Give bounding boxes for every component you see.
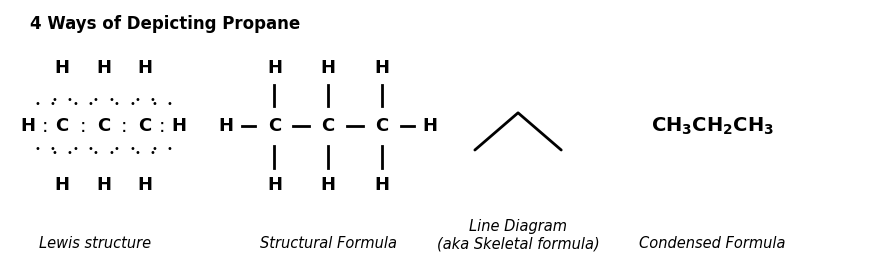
Text: Structural Formula: Structural Formula: [260, 236, 397, 251]
Text: C: C: [139, 117, 152, 135]
Text: H: H: [96, 59, 111, 77]
Text: :: :: [42, 117, 48, 136]
Text: H: H: [321, 176, 336, 194]
Text: •: •: [113, 99, 119, 109]
Text: •: •: [51, 95, 58, 105]
Text: •: •: [87, 144, 93, 154]
Text: •: •: [150, 148, 156, 158]
Text: •: •: [151, 99, 157, 109]
Text: C: C: [322, 117, 335, 135]
Text: •: •: [134, 148, 140, 158]
Text: H: H: [374, 176, 389, 194]
Text: $\mathbf{CH_3CH_2CH_3}$: $\mathbf{CH_3CH_2CH_3}$: [651, 116, 774, 137]
Text: :: :: [79, 117, 86, 136]
Text: C: C: [56, 117, 69, 135]
Text: :: :: [121, 117, 127, 136]
Text: H: H: [267, 59, 282, 77]
Text: H: H: [55, 176, 70, 194]
Text: •: •: [87, 99, 93, 109]
Text: H: H: [55, 59, 70, 77]
Text: •: •: [151, 144, 157, 154]
Text: •: •: [51, 148, 58, 158]
Text: H: H: [21, 117, 36, 135]
Text: •: •: [167, 144, 173, 154]
Text: •: •: [134, 95, 140, 105]
Text: •: •: [67, 95, 72, 105]
Text: H: H: [374, 59, 389, 77]
Text: •: •: [150, 95, 156, 105]
Text: H: H: [219, 117, 234, 135]
Text: •: •: [50, 144, 56, 154]
Text: H: H: [96, 176, 111, 194]
Text: H: H: [138, 176, 153, 194]
Text: •: •: [72, 144, 78, 154]
Text: :: :: [159, 117, 165, 136]
Text: Line Diagram
(aka Skeletal formula): Line Diagram (aka Skeletal formula): [437, 219, 599, 251]
Text: C: C: [97, 117, 110, 135]
Text: 4 Ways of Depicting Propane: 4 Ways of Depicting Propane: [30, 15, 300, 33]
Text: •: •: [92, 148, 99, 158]
Text: •: •: [67, 148, 72, 158]
Text: •: •: [92, 95, 99, 105]
Text: C: C: [268, 117, 281, 135]
Text: •: •: [108, 148, 114, 158]
Text: Condensed Formula: Condensed Formula: [639, 236, 786, 251]
Text: •: •: [72, 99, 78, 109]
Text: •: •: [113, 144, 119, 154]
Text: H: H: [422, 117, 437, 135]
Text: •: •: [34, 99, 40, 109]
Text: H: H: [138, 59, 153, 77]
Text: •: •: [50, 99, 56, 109]
Text: C: C: [375, 117, 388, 135]
Text: Lewis structure: Lewis structure: [38, 236, 151, 251]
Text: H: H: [172, 117, 187, 135]
Text: •: •: [129, 144, 135, 154]
Text: •: •: [108, 95, 114, 105]
Text: H: H: [321, 59, 336, 77]
Text: •: •: [167, 99, 173, 109]
Text: H: H: [267, 176, 282, 194]
Text: •: •: [129, 99, 135, 109]
Text: •: •: [34, 144, 40, 154]
